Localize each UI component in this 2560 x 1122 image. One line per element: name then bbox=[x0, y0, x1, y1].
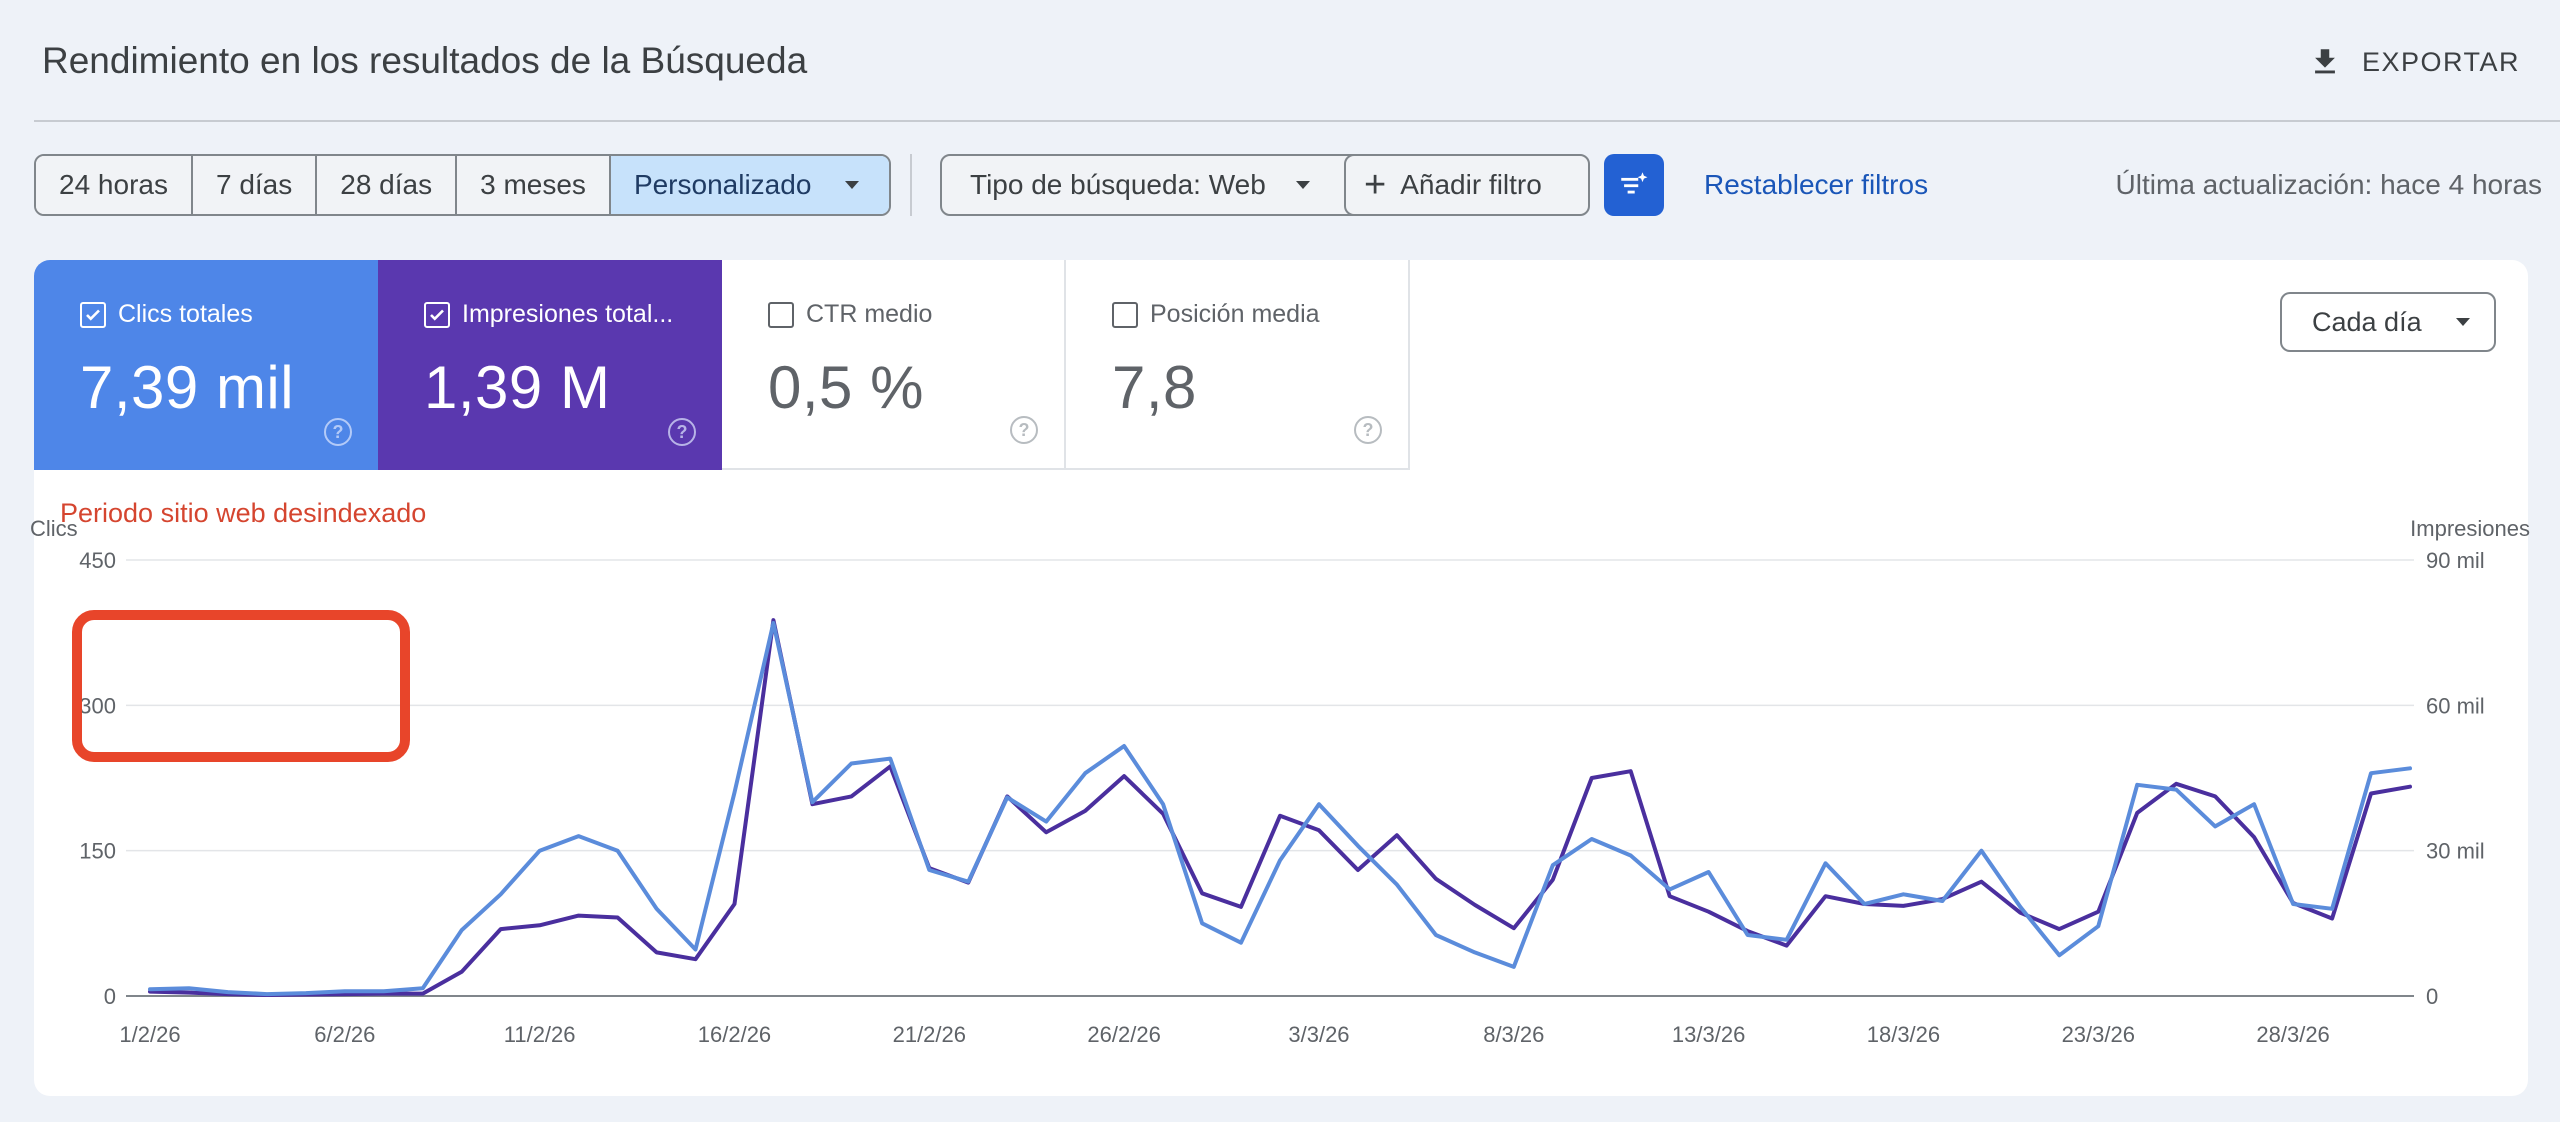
checkbox-checked-icon[interactable] bbox=[80, 301, 106, 328]
add-filter-label: Añadir filtro bbox=[1400, 169, 1542, 200]
metric-total-impressions[interactable]: Impresiones total... 1,39 M ? bbox=[378, 260, 722, 470]
chevron-down-icon bbox=[845, 181, 860, 189]
performance-chart: 0 0 150 30 mil 300 60 mil 450 90 mil 1/2/26 6/2/2… bbox=[34, 510, 2528, 1096]
filter-settings-button[interactable] bbox=[1604, 154, 1664, 216]
x-tick-label: 21/2/26 bbox=[893, 1022, 966, 1047]
metric-value: 7,8 bbox=[1112, 354, 1197, 421]
export-label: EXPORTAR bbox=[2361, 46, 2520, 77]
x-tick-label: 28/3/26 bbox=[2256, 1022, 2329, 1047]
help-icon[interactable]: ? bbox=[324, 418, 352, 446]
metric-value: 0,5 % bbox=[768, 354, 924, 421]
chart-annotation: Periodo sitio web desindexado bbox=[60, 498, 427, 528]
search-type-label: Tipo de búsqueda: Web bbox=[970, 169, 1266, 200]
export-button[interactable]: EXPORTAR bbox=[2308, 38, 2520, 86]
y-tick-right: 0 bbox=[2426, 984, 2438, 1009]
chart-svg: 0 0 150 30 mil 300 60 mil 450 90 mil 1/2/26 6/2/2… bbox=[79, 548, 2485, 1047]
range-3m[interactable]: 3 meses bbox=[457, 156, 611, 214]
download-icon bbox=[2315, 49, 2335, 74]
metric-average-position[interactable]: Posición media 7,8 ? bbox=[1066, 260, 1410, 470]
chevron-down-icon bbox=[1295, 181, 1310, 189]
checkbox-unchecked-icon[interactable] bbox=[768, 301, 794, 328]
series-line-clicks bbox=[148, 621, 2412, 997]
divider bbox=[910, 154, 912, 216]
metric-label: Posición media bbox=[1150, 300, 1320, 328]
metric-label: Impresiones total... bbox=[462, 300, 672, 328]
chevron-down-icon bbox=[2455, 318, 2470, 326]
y-tick-left: 300 bbox=[79, 693, 116, 718]
x-tick-label: 6/2/26 bbox=[314, 1022, 375, 1047]
checkbox-unchecked-icon[interactable] bbox=[1112, 301, 1138, 328]
metric-value: 1,39 M bbox=[424, 354, 611, 421]
range-28d[interactable]: 28 días bbox=[317, 156, 458, 214]
range-7d[interactable]: 7 días bbox=[192, 156, 318, 214]
last-update-text: Última actualización: hace 4 horas bbox=[2115, 169, 2542, 200]
page-title: Rendimiento en los resultados de la Búsq… bbox=[42, 40, 808, 81]
y-axis-right-title: Impresiones bbox=[2410, 516, 2530, 541]
x-tick-label: 8/3/26 bbox=[1483, 1022, 1544, 1047]
checkbox-checked-icon[interactable] bbox=[424, 301, 450, 328]
x-tick-label: 26/2/26 bbox=[1087, 1022, 1160, 1047]
date-range-selector: 24 horas 7 días 28 días 3 meses Personal… bbox=[34, 154, 892, 216]
highlight-box bbox=[72, 610, 410, 762]
y-tick-left: 150 bbox=[79, 839, 116, 864]
performance-card: Clics totales 7,39 mil ? Impresiones tot… bbox=[34, 260, 2528, 1096]
x-tick-label: 1/2/26 bbox=[119, 1022, 180, 1047]
y-tick-right: 60 mil bbox=[2426, 693, 2485, 718]
filter-sparkle-icon bbox=[1621, 172, 1648, 194]
range-custom[interactable]: Personalizado bbox=[610, 156, 890, 214]
y-tick-right: 30 mil bbox=[2426, 839, 2485, 864]
reset-filters-link[interactable]: Restablecer filtros bbox=[1704, 169, 1929, 200]
granularity-label: Cada día bbox=[2312, 306, 2422, 337]
filter-bar: 24 horas 7 días 28 días 3 meses Personal… bbox=[34, 154, 2560, 216]
x-tick-label: 16/2/26 bbox=[698, 1022, 771, 1047]
metric-label: CTR medio bbox=[806, 300, 933, 328]
x-tick-label: 18/3/26 bbox=[1867, 1022, 1940, 1047]
series-line-impressions bbox=[148, 618, 2412, 997]
range-24h[interactable]: 24 horas bbox=[36, 156, 193, 214]
x-tick-label: 13/3/26 bbox=[1672, 1022, 1745, 1047]
y-tick-right: 90 mil bbox=[2426, 548, 2485, 573]
help-icon[interactable]: ? bbox=[1010, 416, 1038, 444]
x-tick-label: 3/3/26 bbox=[1288, 1022, 1349, 1047]
search-type-dropdown[interactable]: Tipo de búsqueda: Web bbox=[940, 154, 1362, 216]
x-tick-label: 11/2/26 bbox=[504, 1022, 576, 1047]
y-axis-left-title: Clics bbox=[30, 516, 78, 541]
metric-total-clicks[interactable]: Clics totales 7,39 mil ? bbox=[34, 260, 378, 470]
x-tick-label: 23/3/26 bbox=[2062, 1022, 2135, 1047]
help-icon[interactable]: ? bbox=[668, 418, 696, 446]
metric-label: Clics totales bbox=[118, 300, 253, 328]
header: Rendimiento en los resultados de la Búsq… bbox=[34, 0, 2560, 122]
y-tick-left: 450 bbox=[79, 548, 116, 573]
metric-value: 7,39 mil bbox=[80, 354, 295, 421]
help-icon[interactable]: ? bbox=[1354, 416, 1382, 444]
y-tick-left: 0 bbox=[104, 984, 116, 1009]
add-filter-button[interactable]: + Añadir filtro bbox=[1344, 154, 1590, 216]
plus-icon: + bbox=[1364, 164, 1387, 206]
granularity-dropdown[interactable]: Cada día bbox=[2280, 292, 2496, 352]
metric-average-ctr[interactable]: CTR medio 0,5 % ? bbox=[722, 260, 1066, 470]
range-custom-label: Personalizado bbox=[633, 169, 812, 200]
